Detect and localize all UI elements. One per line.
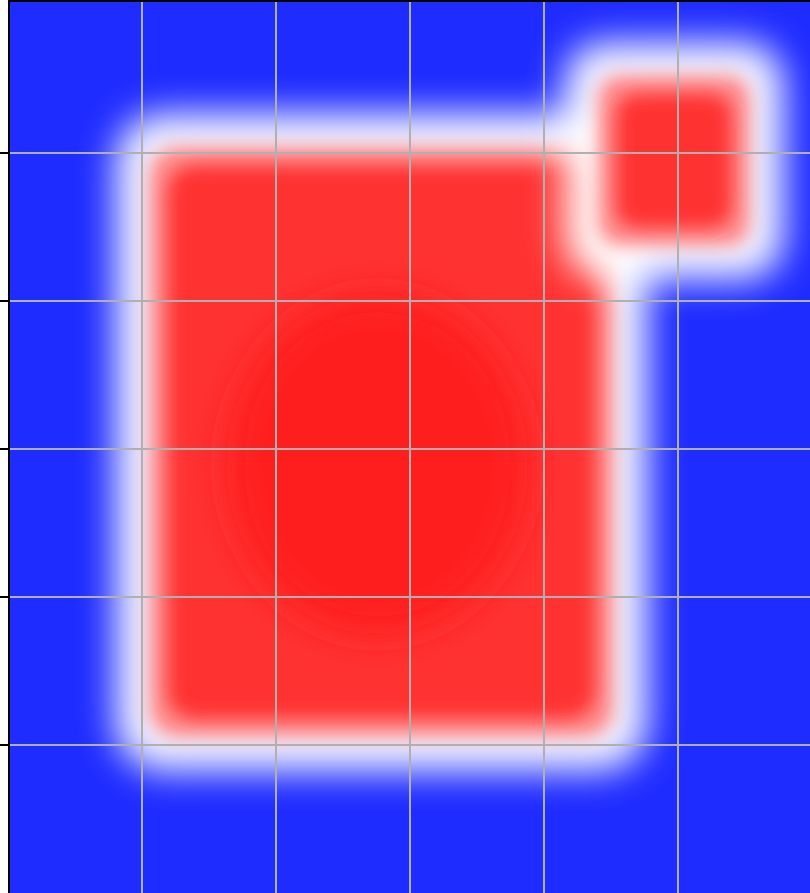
red-band-inner: [615, 93, 732, 229]
grid: [9, 0, 810, 893]
red-peak: [227, 294, 528, 635]
region-corner-lobe: [563, 41, 784, 281]
field-layers: [115, 41, 784, 772]
